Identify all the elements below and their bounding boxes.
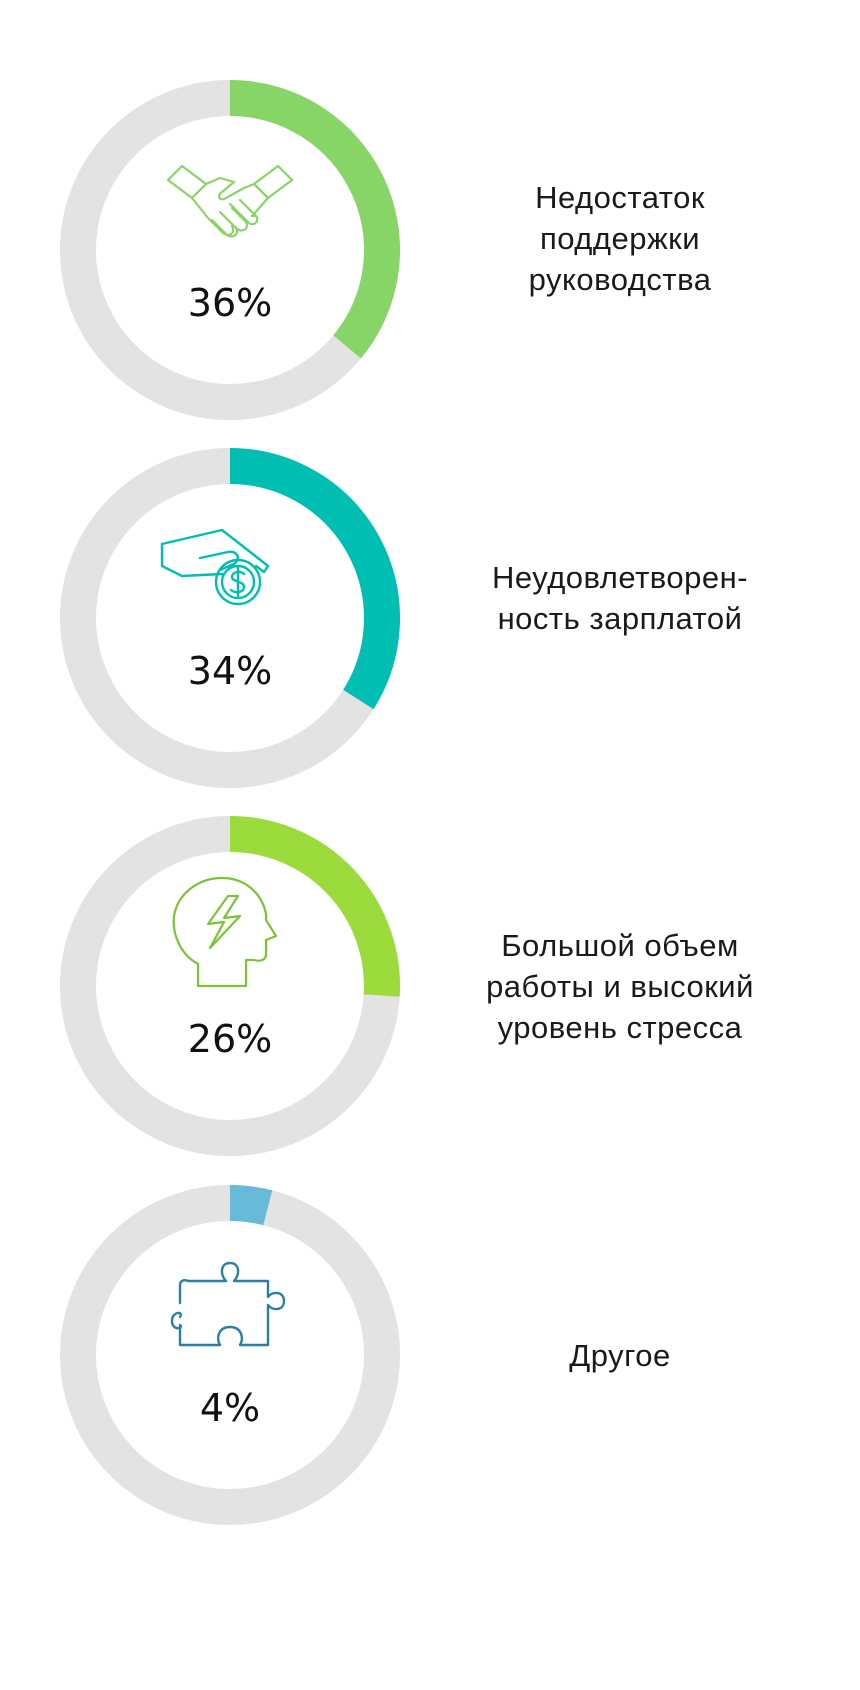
category-label: Другое xyxy=(569,1337,671,1373)
donut-value-arc xyxy=(229,1185,273,1226)
donut-chart-3: 26% xyxy=(60,816,400,1156)
donut-chart-2: 34% xyxy=(60,448,400,788)
donut-chart-1: 36% xyxy=(60,80,400,420)
puzzle-icon xyxy=(170,1261,286,1347)
percent-value: 4% xyxy=(200,1386,260,1430)
chart-item-2: 34% Неудовлетворен- ность зарплатой xyxy=(0,448,860,788)
stress-head-icon xyxy=(172,876,278,988)
chart-item-3: 26% Большой объем работы и высокий урове… xyxy=(0,816,860,1156)
chart-item-4: 4% Другое xyxy=(0,1185,860,1525)
chart-item-1: 36% Недостаток поддержки руководства xyxy=(0,80,860,420)
hand-coin-icon xyxy=(160,528,270,606)
percent-value: 34% xyxy=(188,649,272,693)
donut-track xyxy=(60,1185,400,1525)
category-label: Большой объем работы и высокий уровень с… xyxy=(486,927,754,1045)
donut-chart-4: 4% xyxy=(60,1185,400,1525)
donut-value-arc xyxy=(229,448,400,710)
donut-value-arc xyxy=(229,80,400,359)
handshake-icon xyxy=(166,164,294,238)
category-label: Неудовлетворен- ность зарплатой xyxy=(491,560,749,636)
category-label: Недостаток поддержки руководства xyxy=(528,179,712,297)
percent-value: 26% xyxy=(188,1017,272,1061)
percent-value: 36% xyxy=(188,281,272,325)
donut-value-arc xyxy=(229,816,400,997)
